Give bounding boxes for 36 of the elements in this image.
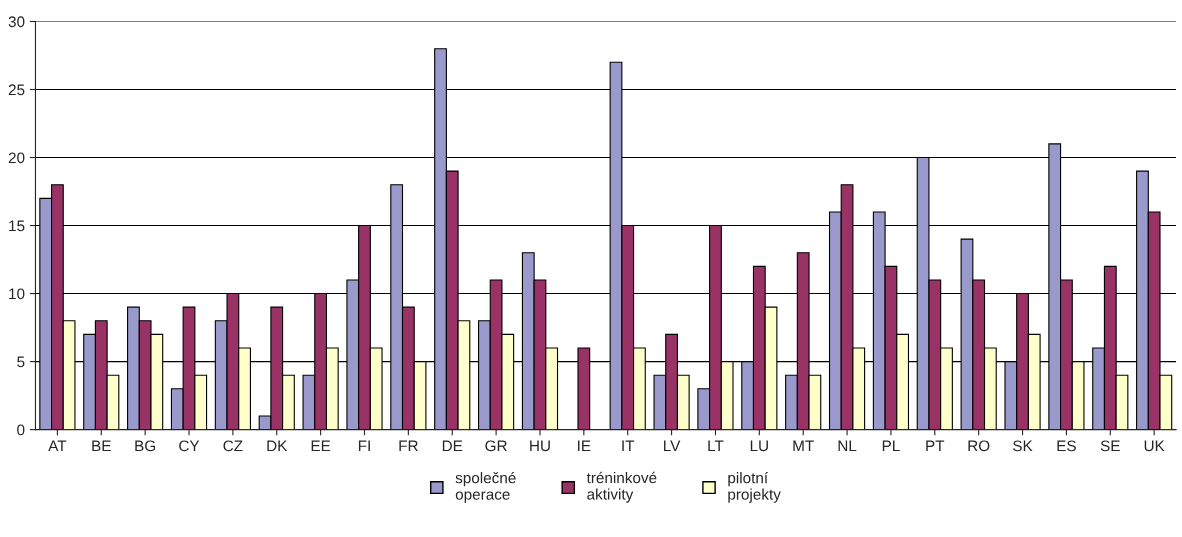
x-tick-label: DE bbox=[442, 440, 463, 452]
x-tick-label: BG bbox=[135, 440, 156, 452]
x-tick-label: PT bbox=[926, 440, 945, 452]
x-tick-label: RO bbox=[968, 440, 990, 452]
x-tick-label: DK bbox=[267, 440, 288, 452]
y-tick-label: 0 bbox=[17, 424, 25, 436]
x-tick-label: EE bbox=[311, 440, 331, 452]
x-tick-label: SK bbox=[1013, 440, 1033, 452]
legend-label: společné operace bbox=[455, 471, 516, 503]
x-tick-label: GR bbox=[485, 440, 507, 452]
legend-label: tréninkové aktivity bbox=[586, 471, 657, 503]
x-tick-label: LU bbox=[750, 440, 768, 452]
x-tick-label: BE bbox=[92, 440, 111, 452]
x-tick-label: NL bbox=[838, 440, 857, 452]
x-tick-label: LT bbox=[708, 440, 724, 452]
x-tick-label: AT bbox=[48, 440, 67, 452]
x-tick-label: LV bbox=[664, 440, 681, 452]
y-tick-label: 30 bbox=[8, 16, 25, 28]
x-tick-label: MT bbox=[793, 440, 814, 452]
y-tick-label: 25 bbox=[8, 84, 25, 96]
x-tick-label: CZ bbox=[223, 440, 243, 452]
x-tick-label: ES bbox=[1057, 440, 1076, 452]
x-tick-label: CY bbox=[179, 440, 200, 452]
x-tick-label: SE bbox=[1100, 440, 1120, 452]
y-tick-label: 20 bbox=[8, 152, 25, 164]
x-tick-label: UK bbox=[1144, 440, 1165, 452]
x-tick-label: IE bbox=[578, 440, 591, 452]
x-tick-label: HU bbox=[530, 440, 550, 452]
y-tick-label: 5 bbox=[17, 356, 25, 368]
legend-label: pilotní projekty bbox=[728, 471, 781, 503]
x-tick-label: FR bbox=[399, 440, 418, 452]
x-tick-label: IT bbox=[622, 440, 635, 452]
y-tick-label: 15 bbox=[9, 220, 25, 232]
x-tick-label: PL bbox=[882, 440, 900, 452]
x-tick-label: FI bbox=[358, 440, 370, 452]
y-tick-label: 10 bbox=[9, 288, 25, 300]
